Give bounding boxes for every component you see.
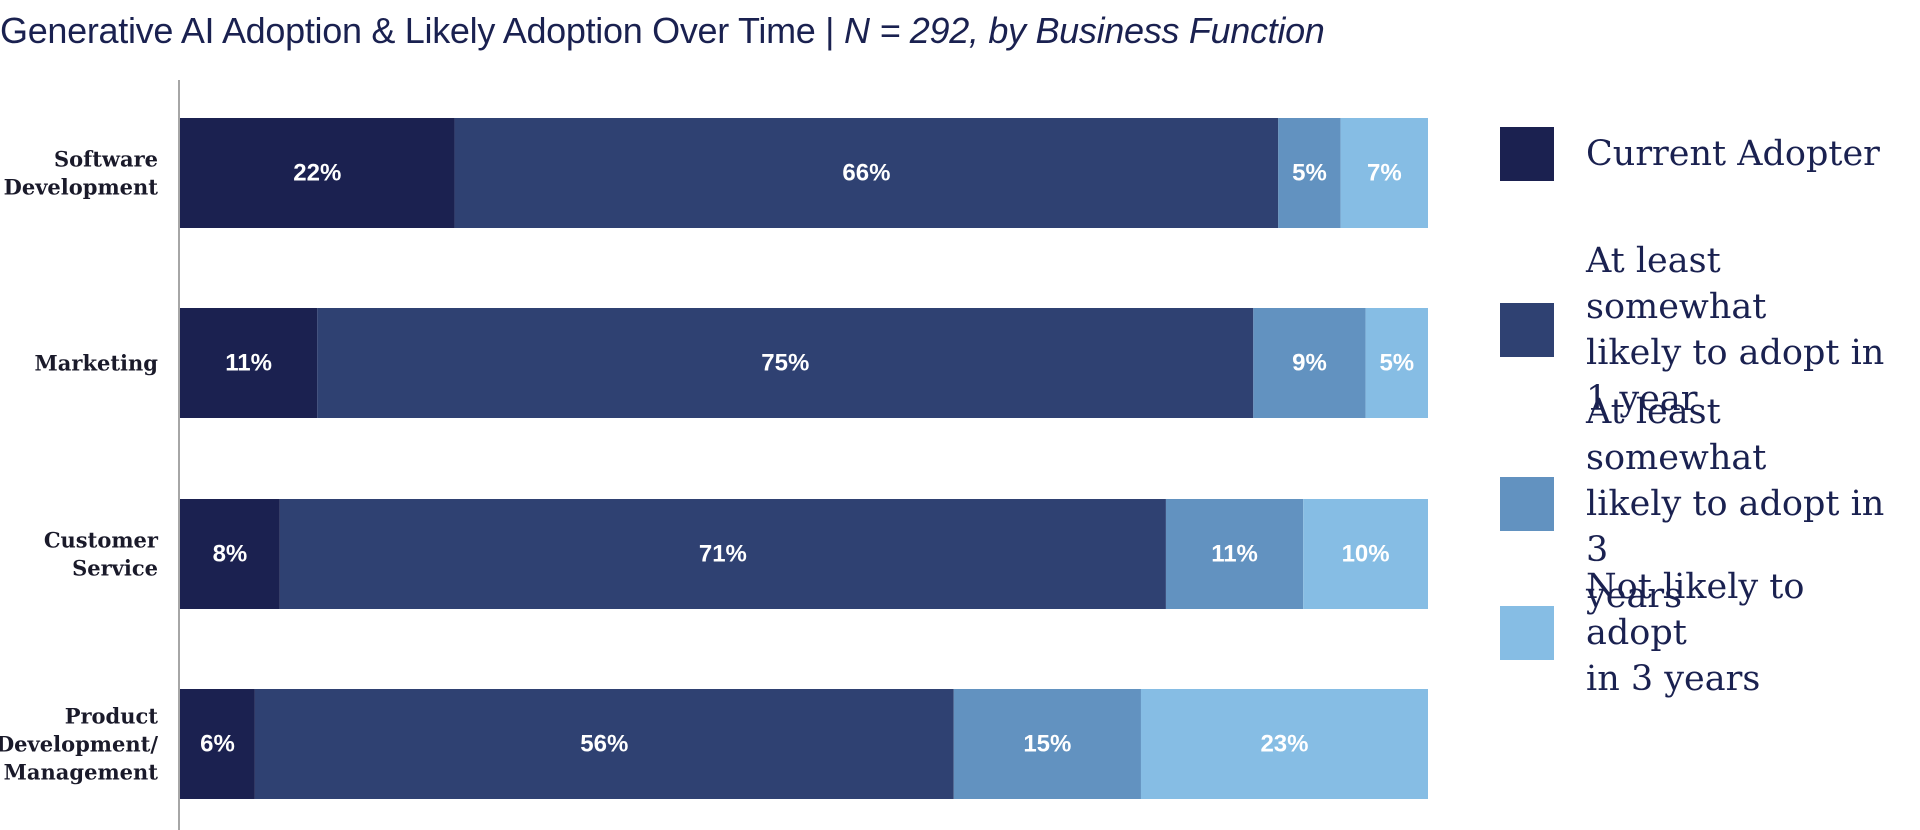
legend-swatch-not-likely (1500, 606, 1554, 660)
bar-marketing-at-least-somewhat-likely-to-adopt-in-3-years (1253, 308, 1366, 418)
legend-swatch-likely-3-years (1500, 477, 1554, 531)
category-label-product-development-management: Product Development/Management (0, 704, 158, 785)
data-label-product-development-management-not-likely-to-adopt-in-3-years: 23% (1260, 731, 1308, 758)
category-label-customer-service: Customer Service (44, 528, 159, 581)
legend-item-current-adopter: Current Adopter (1500, 127, 1920, 181)
chart-title: Generative AI Adoption & Likely Adoption… (0, 10, 1325, 52)
data-label-marketing-not-likely-to-adopt-in-3-years: 5% (1379, 350, 1414, 377)
data-label-marketing-current-adopter: 11% (225, 350, 272, 377)
data-label-product-development-management-current-adopter: 6% (200, 731, 235, 758)
bar-product-development-management-at-least-somewhat-likely-to-adopt-in-1-year (254, 689, 954, 799)
chart-legend: Current Adopter At least somewhat likely … (1500, 0, 1920, 830)
category-label-marketing: Marketing (35, 351, 159, 376)
data-label-marketing-at-least-somewhat-likely-to-adopt-in-1-year: 75% (761, 350, 809, 377)
bar-marketing-current-adopter (180, 308, 318, 418)
legend-label-not-likely: Not likely to adopt in 3 years (1586, 567, 1805, 699)
data-label-product-development-management-at-least-somewhat-likely-to-adopt-in-1-year: 56% (580, 731, 628, 758)
legend-label-current-adopter: Current Adopter (1586, 134, 1880, 174)
data-label-customer-service-at-least-somewhat-likely-to-adopt-in-3-years: 11% (1211, 541, 1258, 568)
legend-item-likely-3-years: At least somewhat likely to adopt in 3 yea… (1500, 389, 1920, 619)
legend-swatch-current-adopter (1500, 127, 1554, 181)
bar-customer-service-at-least-somewhat-likely-to-adopt-in-1-year (279, 499, 1166, 609)
bar-marketing-at-least-somewhat-likely-to-adopt-in-1-year (317, 308, 1254, 418)
bar-software-development-not-likely-to-adopt-in-3-years (1340, 118, 1428, 228)
bar-customer-service-current-adopter (180, 499, 280, 609)
legend-swatch-likely-1-year (1500, 303, 1554, 357)
data-label-customer-service-current-adopter: 8% (213, 541, 248, 568)
bar-software-development-at-least-somewhat-likely-to-adopt-in-3-years (1278, 118, 1341, 228)
data-label-software-development-at-least-somewhat-likely-to-adopt-in-1-year: 66% (842, 160, 890, 187)
data-label-software-development-current-adopter: 22% (293, 160, 341, 187)
bar-customer-service-not-likely-to-adopt-in-3-years (1303, 499, 1428, 609)
title-subtitle: N = 292, by Business Function (843, 10, 1325, 51)
bar-customer-service-at-least-somewhat-likely-to-adopt-in-3-years (1165, 499, 1304, 609)
category-label-software-development: Software Development (4, 147, 159, 200)
data-label-software-development-not-likely-to-adopt-in-3-years: 7% (1367, 160, 1402, 187)
bar-product-development-management-current-adopter (180, 689, 255, 799)
legend-label-likely-3-years: At least somewhat likely to adopt in 3 yea… (1586, 392, 1885, 616)
data-label-product-development-management-at-least-somewhat-likely-to-adopt-in-3-years: 15% (1023, 731, 1071, 758)
stacked-bar-chart: Software Development 22% 66% 5% 7% Marketing 11… (0, 80, 1428, 830)
bar-product-development-management-at-least-somewhat-likely-to-adopt-in-3-years (953, 689, 1141, 799)
bar-marketing-not-likely-to-adopt-in-3-years (1365, 308, 1428, 418)
data-label-customer-service-at-least-somewhat-likely-to-adopt-in-1-year: 71% (699, 541, 747, 568)
data-label-software-development-at-least-somewhat-likely-to-adopt-in-3-years: 5% (1292, 160, 1327, 187)
bar-software-development-at-least-somewhat-likely-to-adopt-in-1-year (454, 118, 1279, 228)
data-label-marketing-at-least-somewhat-likely-to-adopt-in-3-years: 9% (1292, 350, 1327, 377)
title-main: Generative AI Adoption & Likely Adoption… (0, 10, 844, 51)
bar-software-development-current-adopter (180, 118, 455, 228)
legend-item-not-likely: Not likely to adopt in 3 years (1500, 564, 1920, 702)
legend-item-likely-1-year: At least somewhat likely to adopt in 1 yea… (1500, 238, 1920, 422)
data-label-customer-service-not-likely-to-adopt-in-3-years: 10% (1342, 541, 1390, 568)
bar-product-development-management-not-likely-to-adopt-in-3-years (1140, 689, 1428, 799)
legend-label-likely-1-year: At least somewhat likely to adopt in 1 yea… (1586, 241, 1885, 419)
